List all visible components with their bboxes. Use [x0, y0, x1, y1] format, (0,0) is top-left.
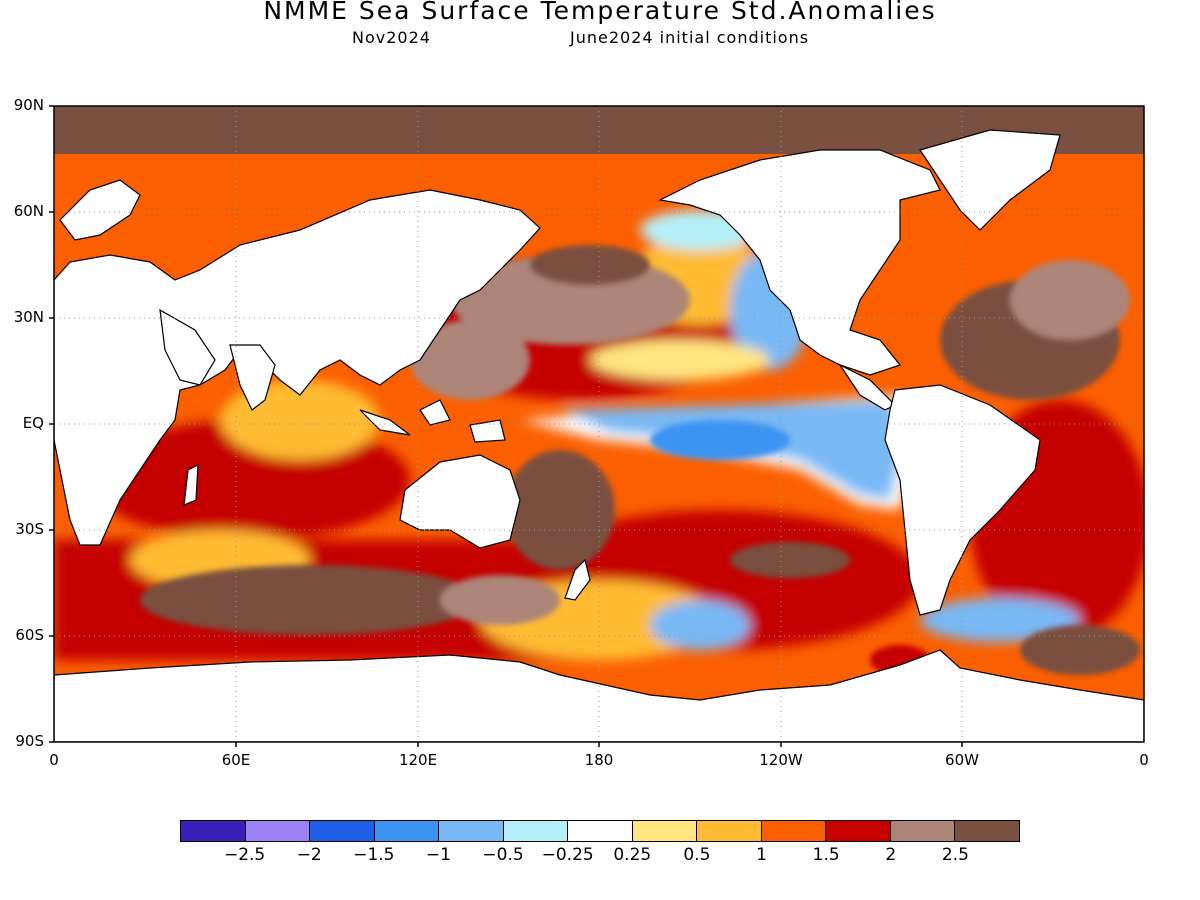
colorbar-label: −0.5 — [482, 845, 524, 865]
colorbar-label: 2 — [885, 845, 897, 865]
lat-label-30s: 30S — [15, 520, 44, 538]
lon-label-60e: 60E — [221, 751, 251, 769]
map-frame — [49, 105, 1145, 747]
colorbar-label: 1 — [756, 845, 767, 865]
colorbar-box — [890, 821, 956, 841]
colorbar-box — [310, 821, 375, 841]
graticule — [54, 106, 1144, 742]
colorbar-label: 0.25 — [613, 845, 652, 865]
colorbar-label: −2 — [296, 845, 322, 865]
colorbar-box — [955, 821, 1019, 841]
colorbar-box — [761, 821, 827, 841]
lat-label-60s: 60S — [15, 626, 44, 644]
lat-label-30n: 30N — [13, 308, 44, 326]
colorbar-box — [568, 821, 633, 841]
lon-label-60w: 60W — [945, 751, 979, 769]
colorbar-box — [245, 821, 311, 841]
lat-label-90n: 90N — [13, 96, 44, 114]
valid-month-label: Nov2024 — [352, 28, 431, 47]
colorbar-label: 2.5 — [941, 845, 969, 865]
colorbar-box — [697, 821, 762, 841]
lat-label-60n: 60N — [13, 202, 44, 220]
colorbar-box — [503, 821, 569, 841]
colorbar-label: −1 — [425, 845, 451, 865]
lon-label-0: 0 — [49, 751, 59, 769]
map-title: NMME Sea Surface Temperature Std.Anomali… — [263, 0, 937, 25]
lon-label-0-east: 0 — [1139, 751, 1149, 769]
initial-conditions-label: June2024 initial conditions — [570, 28, 810, 47]
lat-label-eq: EQ — [22, 414, 44, 432]
lon-label-120e: 120E — [398, 751, 438, 769]
colorbar-box — [826, 821, 891, 841]
colorbar-label: 0.5 — [683, 845, 711, 865]
colorbar-label: −2.5 — [223, 845, 266, 865]
colorbar-label: −1.5 — [353, 845, 395, 865]
colorbar-label: 1.5 — [812, 845, 840, 865]
colorbar-box — [374, 821, 440, 841]
colorbar-box — [181, 821, 246, 841]
lon-label-120w: 120W — [759, 751, 803, 769]
colorbar-box — [632, 821, 698, 841]
lat-label-90s: 90S — [15, 732, 44, 750]
colorbar-label: −0.25 — [541, 845, 594, 865]
lon-label-180: 180 — [584, 751, 614, 769]
colorbar-box — [439, 821, 504, 841]
colorbar — [180, 820, 1020, 842]
